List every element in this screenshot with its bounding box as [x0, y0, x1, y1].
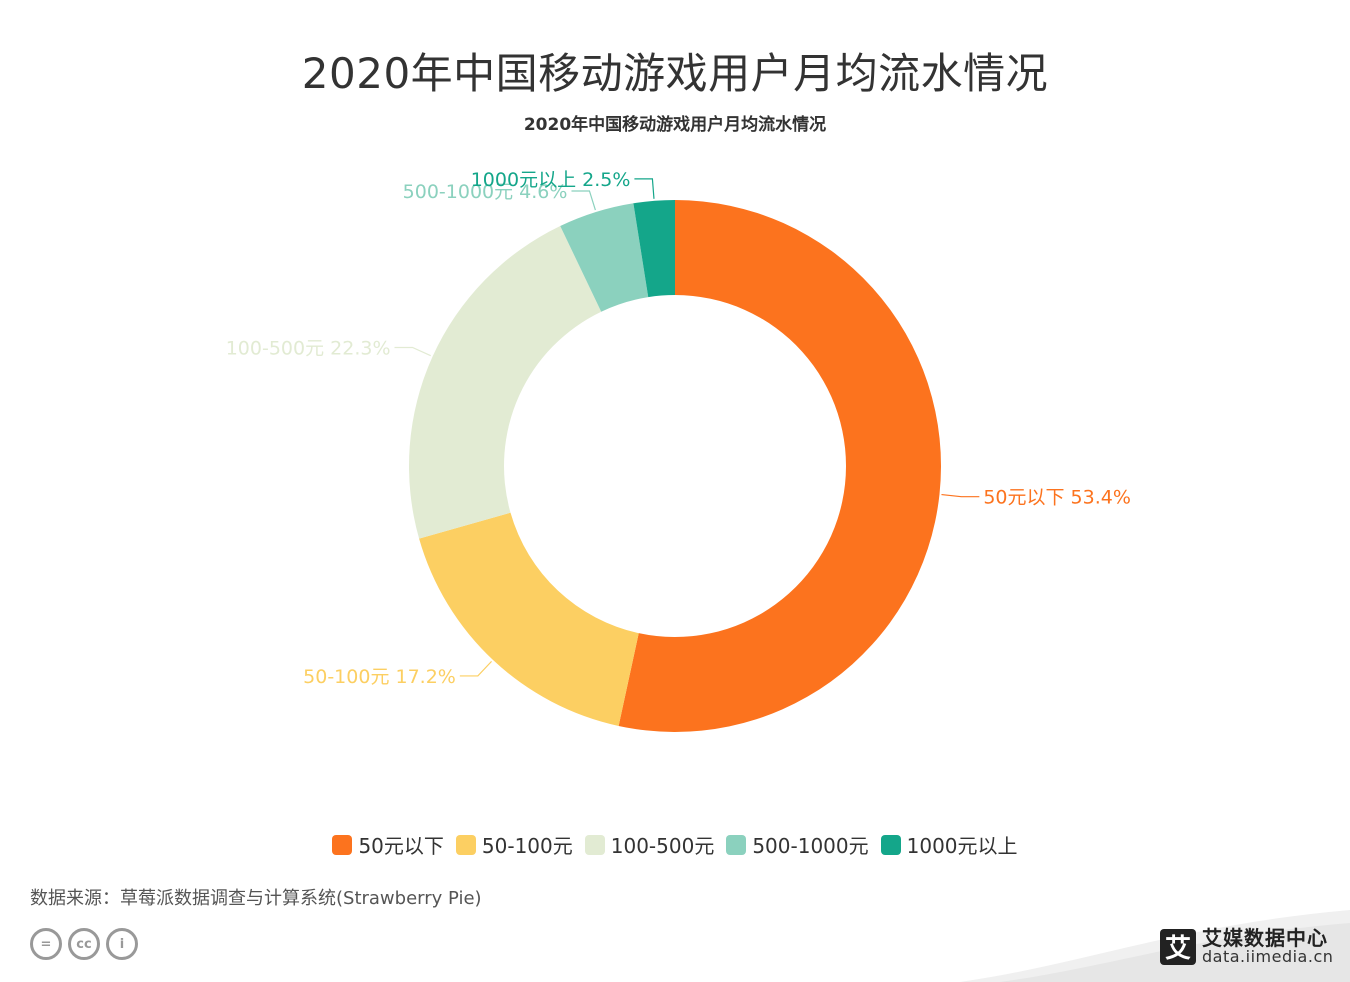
- license-badges: = cc i: [30, 928, 138, 960]
- leader-line-1: [459, 660, 492, 677]
- donut-slice-4[interactable]: [633, 200, 675, 298]
- cc-icon: cc: [68, 928, 100, 960]
- data-label-0: 50元以下 53.4%: [983, 487, 1131, 509]
- data-label-3: 500-1000元 4.6%: [403, 181, 568, 203]
- leader-line-4: [634, 178, 655, 199]
- source-note: 数据来源：草莓派数据调查与计算系统(Strawberry Pie): [30, 888, 482, 909]
- brand: 艾 艾媒数据中心 data.iimedia.cn: [1160, 928, 1333, 966]
- brand-name: 艾媒数据中心: [1202, 926, 1328, 950]
- legend-item-0[interactable]: 50元以下: [332, 830, 444, 859]
- leader-line-3: [571, 190, 596, 211]
- brand-url: data.iimedia.cn: [1202, 947, 1334, 966]
- leader-line-2: [394, 346, 431, 357]
- legend-swatch-4: [880, 834, 901, 855]
- legend-item-1[interactable]: 50-100元: [455, 830, 573, 859]
- brand-logo-icon: 艾: [1160, 928, 1196, 965]
- donut-slice-3[interactable]: [560, 203, 649, 312]
- legend-swatch-1: [455, 834, 476, 855]
- data-label-2: 100-500元 22.3%: [226, 337, 391, 359]
- legend-label-4: 1000元以上: [906, 834, 1018, 858]
- legend-swatch-0: [332, 834, 353, 855]
- legend-item-4[interactable]: 1000元以上: [880, 830, 1018, 859]
- legend-swatch-3: [726, 834, 747, 855]
- legend-label-0: 50元以下: [358, 834, 444, 858]
- legend-swatch-2: [584, 834, 605, 855]
- legend-item-3[interactable]: 500-1000元: [726, 830, 869, 859]
- legend-label-2: 100-500元: [610, 834, 715, 858]
- chart-title: 2020年中国移动游戏用户月均流水情况: [524, 114, 826, 135]
- page-title: 2020年中国移动游戏用户月均流水情况: [301, 49, 1049, 98]
- donut-slice-1[interactable]: [419, 512, 639, 726]
- leader-line-0: [941, 493, 980, 498]
- data-label-1: 50-100元 17.2%: [303, 666, 456, 688]
- legend-label-1: 50-100元: [481, 834, 573, 858]
- cc-by-icon: i: [106, 928, 138, 960]
- data-label-4: 1000元以上 2.5%: [471, 169, 631, 191]
- legend: 50元以下 50-100元 100-500元 500-1000元 1000元以上: [0, 830, 1350, 859]
- legend-label-3: 500-1000元: [752, 834, 869, 858]
- cc-nd-icon: =: [30, 928, 62, 960]
- donut-slice-0[interactable]: [618, 200, 942, 732]
- legend-item-2[interactable]: 100-500元: [584, 830, 715, 859]
- donut-slice-2[interactable]: [409, 226, 602, 539]
